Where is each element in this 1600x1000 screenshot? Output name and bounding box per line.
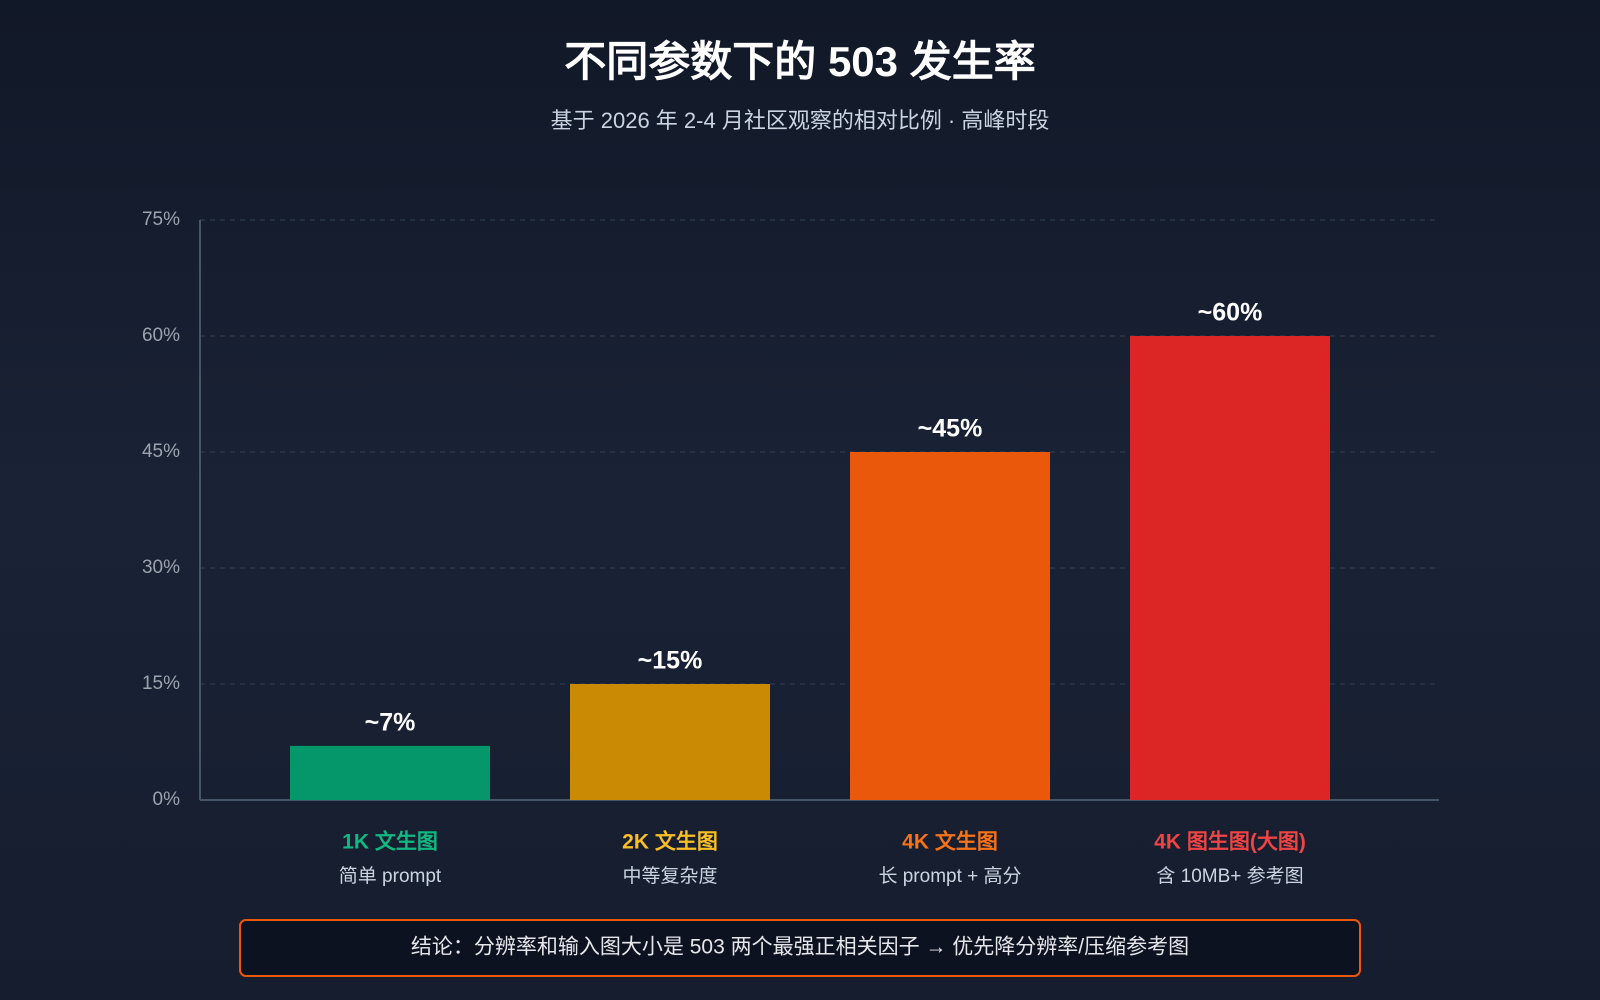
- category-note: 简单 prompt: [339, 865, 442, 887]
- category-note: 中等复杂度: [622, 865, 717, 887]
- bar: [850, 452, 1050, 800]
- x-tick-label: 2K 文生图: [622, 830, 718, 854]
- y-tick-label: 0%: [153, 789, 181, 810]
- bar: [1130, 336, 1330, 800]
- value-label: ~45%: [918, 415, 983, 443]
- category-note: 含 10MB+ 参考图: [1156, 865, 1303, 887]
- value-label: ~15%: [638, 647, 703, 675]
- y-tick-label: 60%: [142, 325, 180, 346]
- category-note: 长 prompt + 高分: [878, 865, 1021, 887]
- value-label: ~60%: [1198, 299, 1263, 327]
- x-tick-label: 4K 图生图(大图): [1154, 830, 1306, 854]
- y-tick-label: 75%: [142, 209, 180, 230]
- y-tick-label: 15%: [142, 673, 180, 694]
- x-tick-label: 4K 文生图: [902, 830, 998, 854]
- y-tick-label: 45%: [142, 441, 180, 462]
- value-label: ~7%: [365, 708, 416, 736]
- conclusion: 结论：分辨率和输入图大小是 503 两个最强正相关因子 → 优先降分辨率/压缩参…: [411, 936, 1189, 959]
- x-tick-label: 1K 文生图: [342, 830, 438, 854]
- chart-subtitle: 基于 2026 年 2-4 月社区观察的相对比例 · 高峰时段: [551, 108, 1050, 133]
- chart-title: 不同参数下的 503 发生率: [564, 38, 1035, 85]
- bar: [570, 684, 770, 800]
- conclusion-box: [239, 919, 1361, 977]
- y-tick-label: 30%: [142, 557, 180, 578]
- bar: [290, 745, 490, 800]
